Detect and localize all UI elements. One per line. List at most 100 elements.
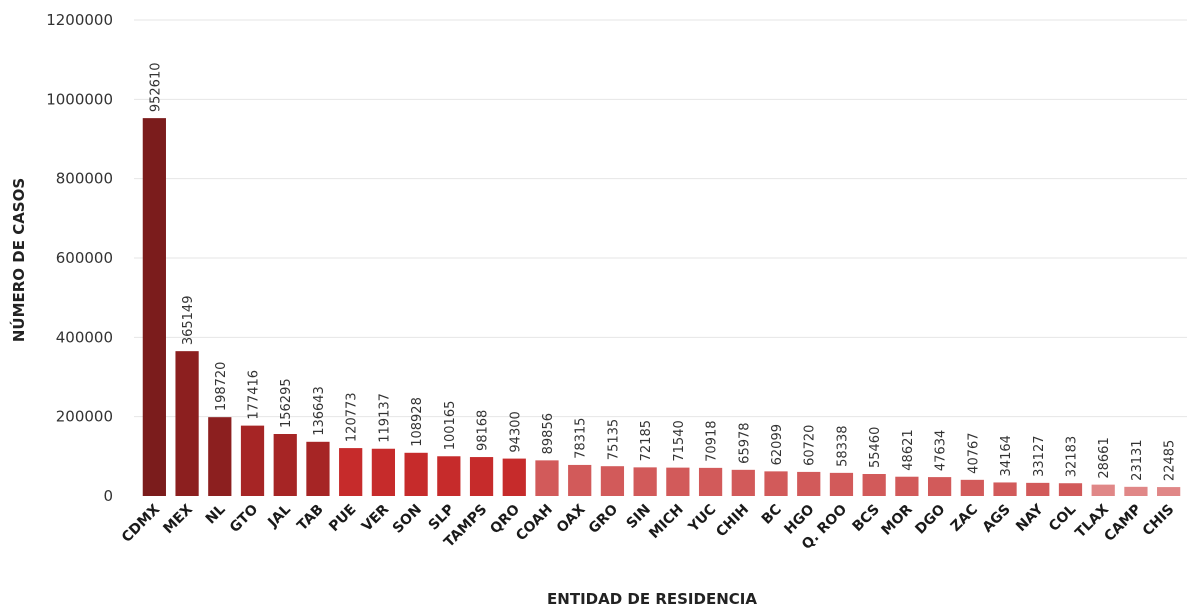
value-label: 33127 [1032, 436, 1047, 477]
bar-gro [600, 466, 625, 496]
category-label: MOR [879, 501, 916, 538]
value-label: 108928 [410, 397, 425, 447]
bar-slp [437, 456, 461, 496]
y-tick-label: 1000000 [46, 90, 113, 108]
value-label: 120773 [345, 392, 360, 442]
bars [142, 118, 1181, 497]
value-label: 136643 [312, 386, 327, 436]
value-label: 952610 [148, 62, 163, 112]
x-axis-title: ENTIDAD DE RESIDENCIA [547, 590, 757, 608]
value-label: 70918 [705, 421, 720, 462]
value-label: 89856 [541, 413, 556, 454]
value-label: 55460 [868, 427, 883, 468]
bar-tlax [1091, 484, 1115, 496]
y-axis-ticks: 0 200000 400000 600000 800000 1000000 1200000 [46, 11, 113, 505]
bar-tab [306, 441, 330, 496]
value-label: 34164 [999, 435, 1014, 476]
value-label: 198720 [214, 362, 229, 412]
bar-camp [1124, 486, 1148, 496]
value-label: 365149 [181, 296, 196, 346]
category-label: BC [759, 502, 785, 528]
category-label: MEX [160, 501, 196, 537]
bar-gto [240, 425, 265, 496]
bar-ags [993, 482, 1017, 496]
category-label: CHIH [713, 502, 752, 541]
value-label: 98168 [476, 410, 491, 451]
bar-col [1058, 483, 1083, 496]
category-label: NL [203, 501, 229, 527]
bar-ver [371, 448, 396, 496]
bar-pue [339, 448, 363, 496]
bar-mich [666, 467, 690, 496]
bar-zac [960, 479, 984, 496]
category-label: GRO [586, 501, 622, 537]
bar-dgo [927, 477, 952, 496]
category-label: DGO [912, 501, 948, 537]
category-label: CDMX [119, 501, 163, 545]
category-label: BCS [850, 502, 883, 535]
bar-oax [568, 464, 592, 496]
category-label: TAB [294, 502, 327, 535]
value-label: 72185 [639, 420, 654, 461]
bar-nl [208, 417, 232, 496]
bar-qro [502, 458, 526, 496]
value-label: 58338 [835, 425, 850, 466]
value-label: 32183 [1064, 436, 1079, 477]
value-label: 62099 [770, 424, 785, 465]
y-tick-label: 1200000 [46, 11, 113, 29]
bar-yuc [698, 467, 723, 496]
y-tick-label: 400000 [56, 328, 113, 346]
value-label: 100165 [443, 401, 458, 451]
value-label: 60720 [803, 425, 818, 466]
bar-jal [273, 434, 297, 496]
bar-son [404, 452, 428, 496]
category-label: GTO [227, 501, 262, 536]
bar-tamps [469, 457, 494, 496]
value-label: 22485 [1163, 440, 1178, 481]
value-label: 65978 [737, 422, 752, 463]
y-tick-label: 200000 [56, 408, 113, 426]
value-label: 71540 [672, 420, 687, 461]
value-label: 47634 [934, 430, 949, 471]
category-label: OAX [554, 501, 589, 536]
y-axis-title: NÚMERO DE CASOS [9, 178, 28, 342]
value-label: 78315 [574, 418, 589, 459]
bar-mex [175, 351, 199, 496]
value-label: 40767 [966, 432, 981, 473]
category-label: VER [359, 501, 393, 535]
value-label: 23131 [1130, 439, 1145, 480]
y-tick-label: 600000 [56, 249, 113, 267]
value-label: 156295 [279, 378, 294, 428]
bar-bc [764, 471, 788, 496]
y-tick-label: 800000 [56, 170, 113, 188]
bar-hgo [797, 471, 821, 496]
y-tick-label: 0 [103, 487, 113, 505]
bar-chih [731, 469, 755, 496]
bar-coah [535, 460, 559, 496]
grid-lines [134, 19, 1187, 418]
category-label: MICH [646, 502, 686, 542]
bar-chis [1157, 487, 1181, 496]
value-label: 177416 [247, 370, 262, 420]
category-label: NAY [1013, 501, 1047, 535]
bar-mor [895, 476, 919, 496]
bar-nay [1026, 482, 1050, 496]
value-labels: 952610 365149 198720 177416 156295 136643 1207… [148, 62, 1177, 481]
bar-sin [633, 467, 657, 496]
category-label: CAMP [1101, 502, 1144, 545]
value-label: 119137 [377, 393, 392, 443]
category-label: SON [390, 502, 425, 537]
value-label: 94300 [508, 411, 523, 452]
bar-cdmx [142, 118, 166, 497]
value-label: 48621 [901, 429, 916, 470]
value-label: 28661 [1097, 437, 1112, 478]
bar-q-roo [829, 472, 854, 496]
category-label: CHIS [1140, 502, 1178, 540]
category-label: ZAC [948, 502, 981, 535]
category-label: PUE [326, 502, 359, 535]
category-label: AGS [980, 502, 1014, 536]
category-label: COAH [513, 502, 556, 545]
value-label: 75135 [606, 419, 621, 460]
